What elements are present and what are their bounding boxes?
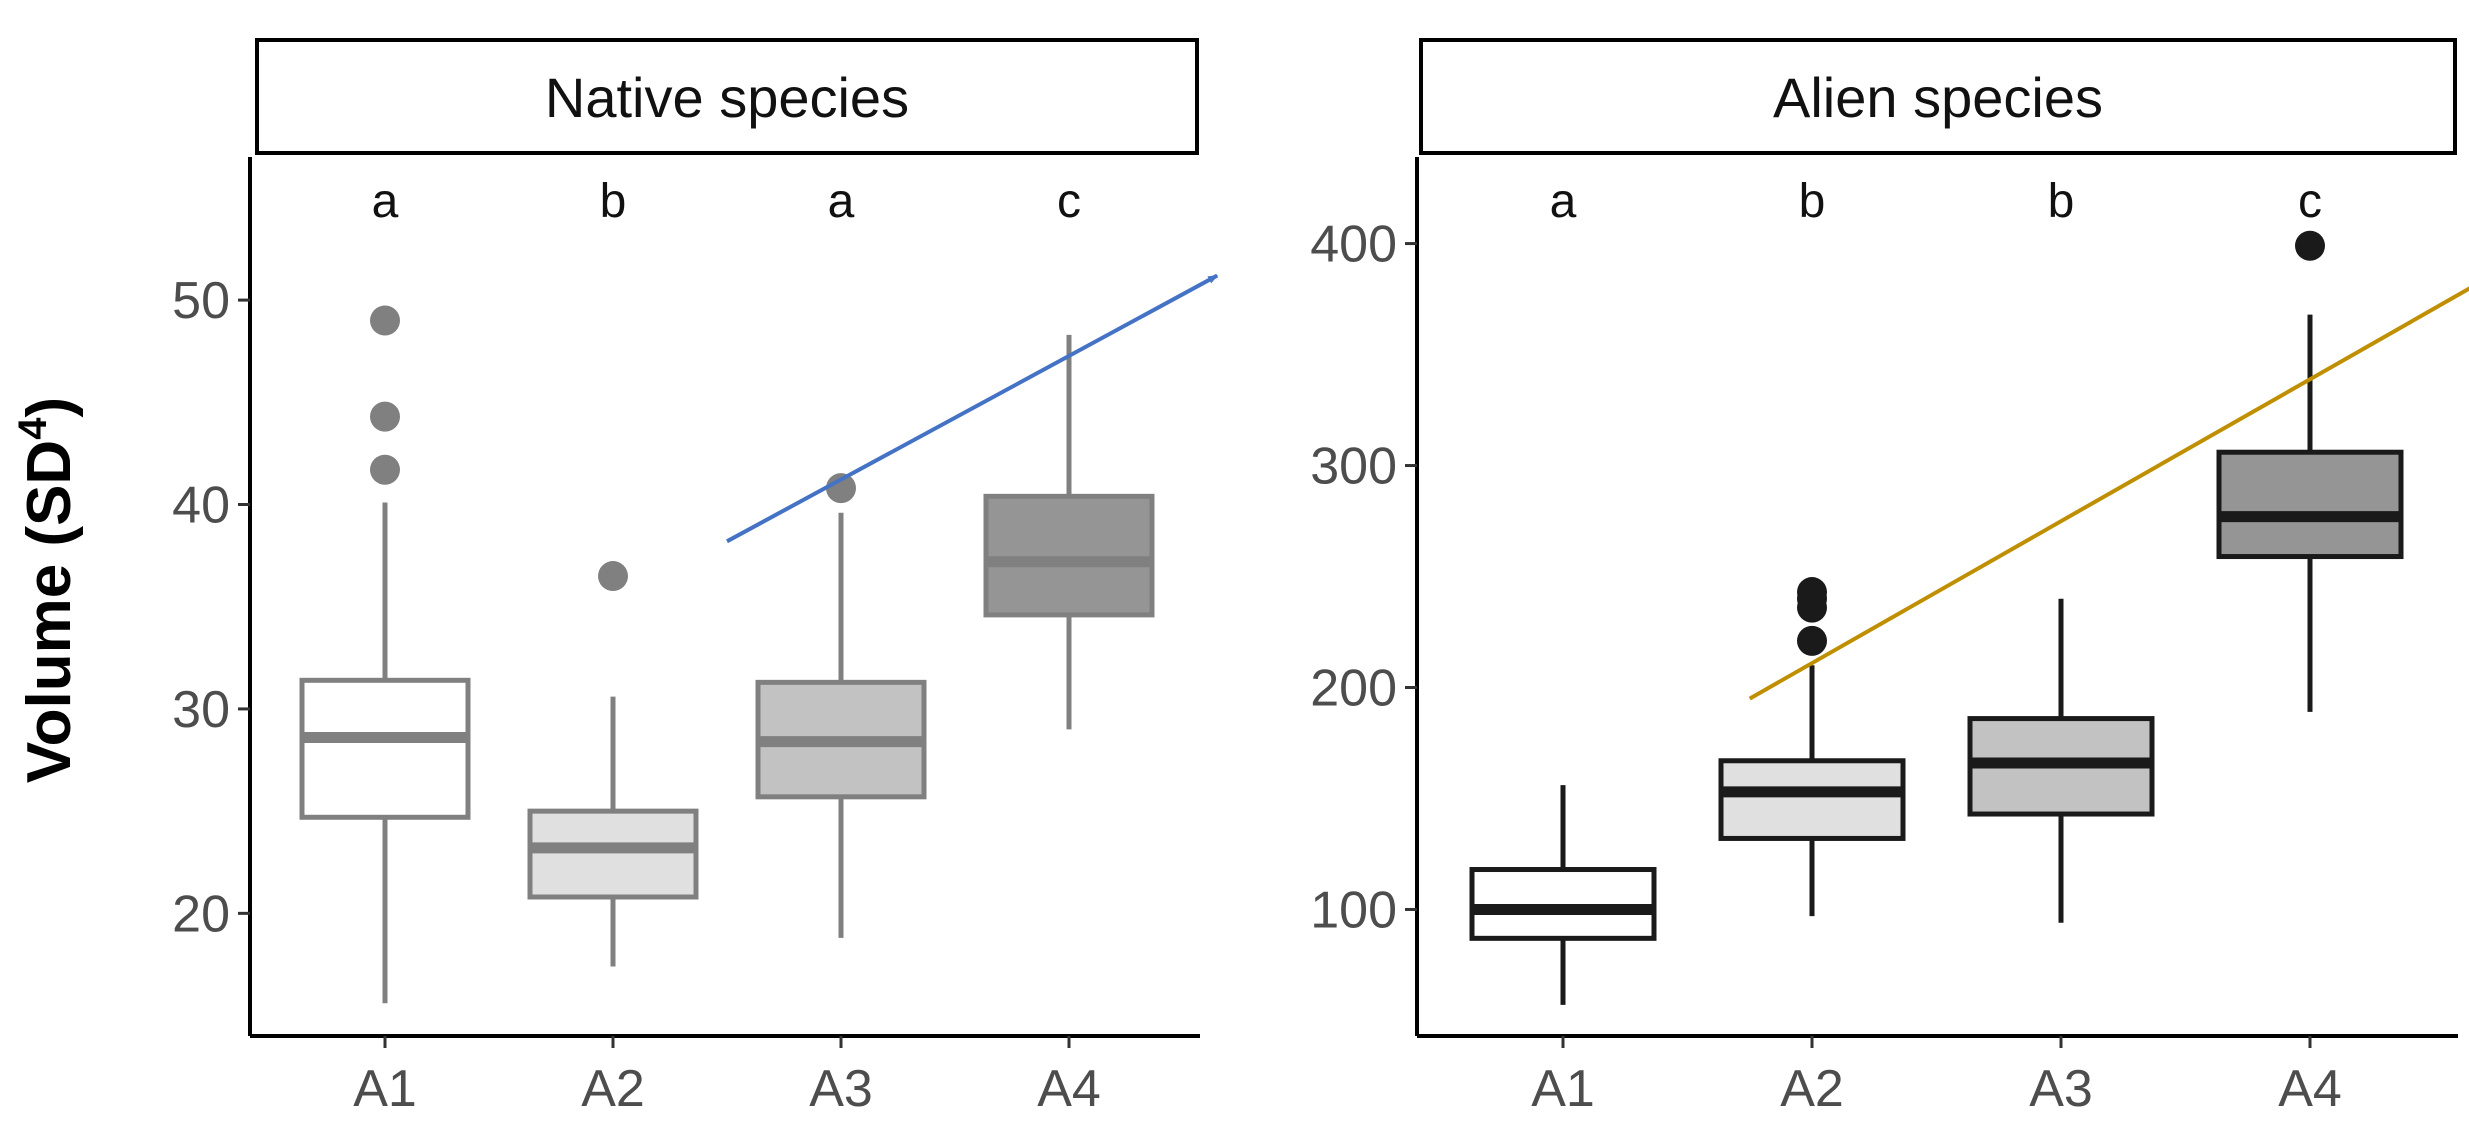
outlier-point	[370, 401, 400, 432]
outlier-point	[1797, 625, 1827, 656]
significance-letter: c	[1057, 175, 1081, 228]
x-tick-label: A1	[1531, 1060, 1595, 1118]
x-tick-label: A1	[353, 1060, 417, 1118]
box-body	[2216, 449, 2404, 560]
y-tick-label: 400	[1310, 216, 1397, 274]
trend-arrow	[726, 273, 1219, 544]
box-a1	[299, 305, 471, 1004]
y-tick-label: 300	[1310, 438, 1397, 496]
outlier-point	[370, 305, 400, 336]
box-a3	[1967, 598, 2155, 923]
x-tick-label: A3	[809, 1060, 873, 1118]
box-body	[1469, 867, 1657, 941]
y-tick-label: 200	[1310, 660, 1397, 718]
significance-letter: b	[2048, 175, 2075, 228]
strip-title-alien: Alien species	[1773, 66, 2103, 129]
x-tick-label: A2	[581, 1060, 645, 1118]
y-tick-label: 50	[172, 272, 230, 330]
box-a4	[983, 334, 1155, 730]
x-tick-label: A4	[1037, 1060, 1101, 1118]
strip-native	[255, 38, 1199, 155]
strip-alien	[1419, 38, 2457, 155]
y-axis-title-superscript: 4	[11, 417, 55, 440]
strip-title-native: Native species	[545, 66, 909, 129]
outlier-point	[2295, 230, 2325, 261]
x-axis-native: A1 A2 A3 A4	[250, 1034, 1200, 1118]
significance-letter: c	[2298, 175, 2322, 228]
box-a3	[755, 473, 927, 938]
panel-alien: Alien species a b b c A1 A2 A3 A4 100 200 300 400	[1310, 38, 2469, 1118]
outlier-point	[598, 561, 628, 592]
significance-letter: b	[600, 175, 627, 228]
y-axis-alien: 100 200 300 400	[1310, 157, 1419, 1036]
y-axis-title-main: Volume (SD	[15, 440, 84, 783]
y-axis-native: 20 30 40 50	[172, 157, 252, 1036]
box-body	[299, 677, 471, 820]
outlier-point	[826, 473, 856, 504]
box-a4	[2216, 230, 2404, 712]
box-body	[527, 808, 699, 900]
y-tick-label: 30	[172, 681, 230, 739]
trend-arrow	[1748, 286, 2469, 701]
box-a2	[527, 561, 699, 967]
panel-native: Native species a b a c A1 A2 A3 A4 20 30 40 50	[172, 38, 1219, 1118]
x-axis-alien: A1 A2 A3 A4	[1417, 1034, 2458, 1118]
box-body	[1718, 758, 1906, 841]
x-tick-label: A4	[2278, 1060, 2342, 1118]
y-tick-label: 100	[1310, 881, 1397, 939]
box-a1	[1469, 785, 1657, 1005]
significance-letter: a	[372, 175, 399, 228]
box-body	[983, 493, 1155, 618]
outlier-point	[370, 454, 400, 485]
significance-letter: a	[1550, 175, 1577, 228]
box-a2	[1718, 577, 1906, 917]
y-tick-label: 40	[172, 477, 230, 535]
x-tick-label: A2	[1780, 1060, 1844, 1118]
y-tick-label: 20	[172, 885, 230, 943]
y-axis-title: Volume (SD4)	[11, 397, 84, 783]
significance-letter: a	[828, 175, 855, 228]
significance-letter: b	[1799, 175, 1826, 228]
y-axis-title-close: )	[15, 397, 84, 418]
outlier-point	[1797, 577, 1827, 608]
x-tick-label: A3	[2029, 1060, 2093, 1118]
